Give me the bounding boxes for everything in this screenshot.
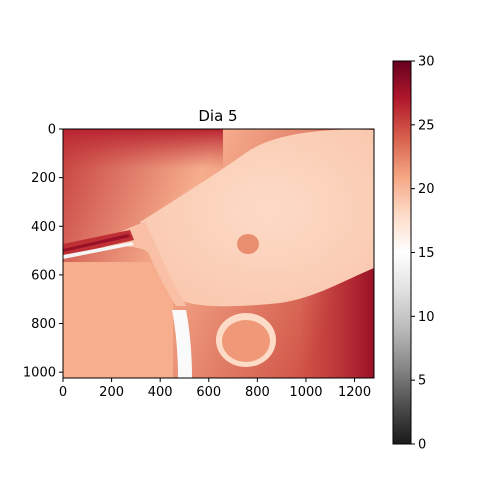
region-bottom-streak [172,310,192,378]
region-lower-ring-inner [222,320,270,362]
y-tick-label: 0 [48,123,56,138]
colorbar-axis: 0 5 10 15 20 25 30 [411,55,435,453]
heatmap-top-band [63,129,223,169]
plot-frame [62,128,375,379]
y-tick-label: 400 [31,220,56,235]
region-lower-left [63,262,173,378]
colorbar-tick-label: 20 [418,182,435,197]
region-neck [105,222,186,306]
chart-title: Dia 5 [198,107,237,125]
colorbar-tick-label: 5 [418,374,426,389]
x-axis: 0 200 400 600 800 1000 1200 [59,378,371,400]
heatmap-image [63,129,374,378]
region-tube-light-stripe [63,242,134,259]
x-tick-label: 0 [59,385,67,400]
y-tick-label: 1000 [23,366,56,381]
x-tick-label: 200 [99,385,124,400]
region-body [140,129,374,307]
region-tube-stripe [63,234,130,252]
x-tick-label: 400 [148,385,173,400]
x-tick-label: 1200 [338,385,371,400]
y-tick-label: 800 [31,317,56,332]
colorbar-tick-label: 30 [418,55,435,70]
colorbar-tick-label: 0 [418,438,426,453]
colorbar-tick-label: 10 [418,310,435,325]
x-tick-label: 800 [245,385,270,400]
colorbar-tick-label: 15 [418,246,435,261]
region-spot [237,234,259,254]
y-axis: 0 200 400 600 800 1000 [23,123,63,381]
x-tick-label: 1000 [289,385,322,400]
colorbar-tick-label: 25 [418,118,435,133]
x-tick-label: 600 [196,385,221,400]
y-tick-label: 200 [31,171,56,186]
y-tick-label: 600 [31,268,56,283]
colorbar [393,61,411,444]
